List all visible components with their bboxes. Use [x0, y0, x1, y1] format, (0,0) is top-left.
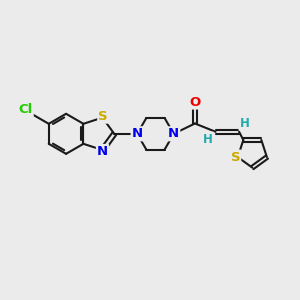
Text: H: H [203, 133, 213, 146]
Text: S: S [231, 151, 240, 164]
Text: N: N [168, 127, 179, 140]
Text: H: H [239, 117, 249, 130]
Text: O: O [189, 95, 200, 109]
Text: S: S [98, 110, 108, 123]
Text: N: N [97, 145, 108, 158]
Text: N: N [132, 127, 143, 140]
Text: Cl: Cl [19, 103, 33, 116]
